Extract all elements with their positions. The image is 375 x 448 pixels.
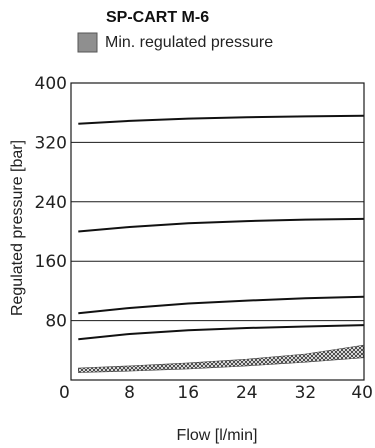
x-tick-label-40: 40 (351, 383, 373, 403)
min-regulated-pressure-band (78, 344, 365, 373)
y-tick-label-80: 80 (45, 312, 67, 332)
series-line-1 (78, 114, 365, 125)
min-pressure-band-layer (78, 344, 365, 373)
series-line-2 (78, 217, 365, 233)
y-tick-label-320: 320 (35, 133, 67, 153)
series-layer (78, 114, 365, 341)
x-tick-label-8: 8 (124, 383, 135, 403)
legend-swatch (77, 32, 98, 53)
y-axis-label: Regulated pressure [bar] (9, 140, 26, 316)
legend-label: Min. regulated pressure (105, 34, 273, 51)
x-axis-label: Flow [l/min] (177, 427, 258, 444)
x-tick-labels: 0 8 16 24 32 40 (59, 383, 373, 403)
chart-title: SP-CART M-6 (106, 9, 209, 26)
grid (71, 141, 364, 322)
x-tick-label-0: 0 (59, 383, 70, 403)
y-tick-label-160: 160 (35, 252, 67, 272)
x-tick-label-16: 16 (177, 383, 199, 403)
y-tick-label-400: 400 (35, 74, 67, 94)
y-tick-labels: 80 160 240 320 400 (35, 74, 67, 332)
x-tick-label-32: 32 (295, 383, 317, 403)
plot-frame (70, 82, 365, 381)
series-line-4 (78, 324, 365, 341)
x-tick-label-24: 24 (236, 383, 258, 403)
y-tick-label-240: 240 (35, 193, 67, 213)
series-line-3 (78, 295, 365, 315)
